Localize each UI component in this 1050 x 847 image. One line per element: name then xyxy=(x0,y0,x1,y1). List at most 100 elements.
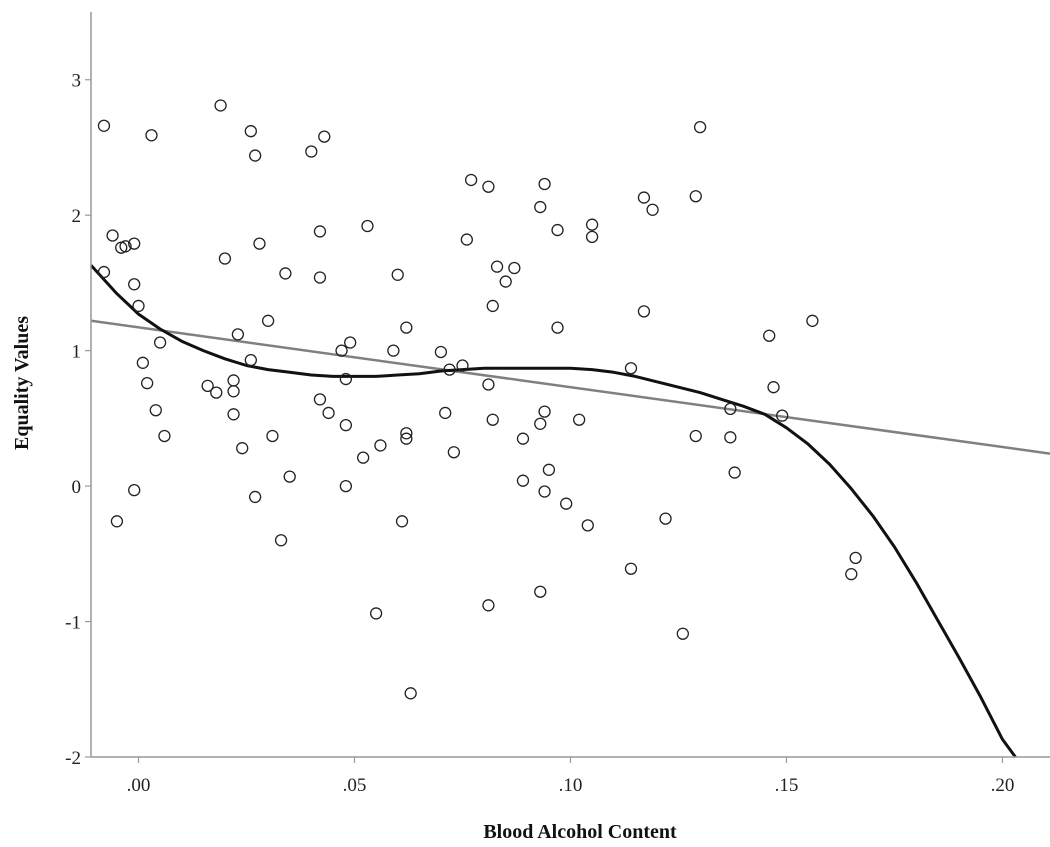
data-point xyxy=(693,120,707,134)
y-axis-title: Equality Values xyxy=(11,316,33,450)
data-point xyxy=(391,268,404,281)
data-point xyxy=(149,404,162,417)
data-point xyxy=(763,329,776,342)
data-point xyxy=(119,240,132,253)
x-tick-label: .00 xyxy=(127,775,151,796)
data-point xyxy=(490,260,504,273)
data-point xyxy=(145,129,158,142)
y-tick-label: 2 xyxy=(72,206,82,227)
data-point xyxy=(538,177,551,191)
data-point xyxy=(560,497,573,510)
data-point xyxy=(344,336,357,349)
data-point xyxy=(460,233,473,246)
data-point xyxy=(637,305,651,318)
data-point xyxy=(374,439,387,452)
data-point xyxy=(395,515,409,528)
data-point xyxy=(322,406,335,420)
data-point xyxy=(464,173,478,187)
x-axis-ticks: .00 .05 .10 .15 .20 xyxy=(127,757,1015,796)
data-points xyxy=(97,99,862,700)
data-point xyxy=(534,200,547,214)
data-point xyxy=(253,237,266,250)
data-point xyxy=(158,429,171,443)
data-point xyxy=(624,362,638,375)
data-point xyxy=(486,299,499,313)
data-point xyxy=(806,314,819,327)
data-point xyxy=(542,463,556,476)
x-axis-title: Blood Alcohol Content xyxy=(483,821,677,843)
data-point xyxy=(585,218,599,231)
data-point xyxy=(231,328,245,341)
data-point xyxy=(724,402,737,416)
data-point xyxy=(339,418,353,432)
data-point xyxy=(210,386,223,399)
data-point xyxy=(227,385,240,398)
data-point xyxy=(534,417,547,430)
data-point xyxy=(201,379,214,393)
data-point xyxy=(572,413,586,426)
data-point xyxy=(236,442,249,455)
data-point xyxy=(676,627,689,640)
data-point xyxy=(339,479,353,493)
y-tick-label: 0 xyxy=(72,477,82,498)
data-point xyxy=(538,485,551,498)
data-point xyxy=(534,585,547,598)
data-point xyxy=(659,512,672,525)
y-tick-label: 3 xyxy=(72,71,82,92)
data-point xyxy=(689,190,702,203)
data-point xyxy=(456,359,469,372)
y-axis-ticks: 3 2 1 0 -1 -2 xyxy=(65,71,91,769)
data-point xyxy=(637,191,651,204)
data-point xyxy=(369,607,383,620)
data-point xyxy=(313,393,327,406)
data-point xyxy=(516,474,530,487)
data-point xyxy=(274,534,288,547)
data-point xyxy=(443,363,456,376)
data-point xyxy=(646,203,659,216)
data-point xyxy=(767,381,780,394)
data-point xyxy=(728,466,741,479)
data-point xyxy=(128,278,141,291)
data-point xyxy=(141,376,154,390)
data-point xyxy=(279,267,292,280)
data-point xyxy=(266,429,279,443)
data-point xyxy=(318,130,331,143)
data-point xyxy=(482,378,495,391)
data-point xyxy=(482,180,495,193)
data-point xyxy=(400,432,413,445)
data-point xyxy=(486,413,499,426)
axes xyxy=(90,12,1050,758)
data-point xyxy=(227,374,240,387)
data-point xyxy=(153,336,167,349)
data-point xyxy=(136,356,149,369)
data-point xyxy=(313,271,327,284)
data-point xyxy=(335,344,348,357)
data-point xyxy=(508,261,521,275)
y-tick-label: -1 xyxy=(65,613,81,634)
data-point xyxy=(305,145,318,158)
x-tick-label: .10 xyxy=(559,775,583,796)
data-point xyxy=(538,405,551,418)
data-point xyxy=(261,314,275,327)
data-point xyxy=(551,223,564,237)
data-point xyxy=(106,229,119,242)
data-point xyxy=(283,470,296,483)
data-point xyxy=(244,125,257,138)
x-tick-label: .20 xyxy=(991,775,1015,796)
data-point xyxy=(214,99,227,112)
data-point xyxy=(128,484,141,497)
data-point xyxy=(434,345,448,359)
data-point xyxy=(110,515,124,528)
data-point xyxy=(227,408,240,421)
data-point xyxy=(244,353,257,367)
data-point xyxy=(404,687,417,700)
data-point xyxy=(97,119,111,132)
data-point xyxy=(482,599,495,612)
data-point xyxy=(724,431,737,444)
data-point xyxy=(361,219,374,233)
data-point xyxy=(400,427,413,440)
data-point xyxy=(400,321,413,334)
x-tick-label: .15 xyxy=(775,775,799,796)
data-point xyxy=(356,451,370,464)
